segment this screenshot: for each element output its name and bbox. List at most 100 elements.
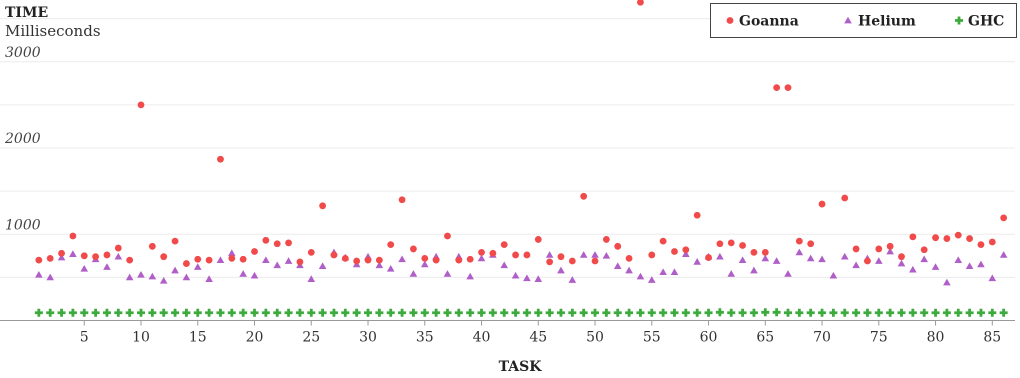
helium-point [148, 272, 157, 280]
helium-point [57, 253, 66, 261]
helium-point [909, 265, 917, 273]
helium-point [125, 273, 134, 281]
ghc-point [897, 308, 906, 317]
goanna-point [217, 155, 224, 163]
ghc-point [398, 308, 407, 317]
ghc-point [772, 308, 781, 317]
goanna-point [421, 255, 429, 262]
goanna-point [705, 254, 712, 261]
ghc-point [114, 308, 123, 317]
helium-point [965, 262, 974, 270]
goanna-point [137, 101, 145, 109]
x-tick-label: 20 [246, 330, 264, 346]
helium-point [273, 261, 282, 269]
goanna-point [489, 249, 497, 257]
goanna-point [273, 240, 281, 248]
goanna-point [364, 256, 372, 264]
helium-point [568, 276, 577, 283]
ghc-point [738, 308, 747, 317]
ghc-point [511, 308, 520, 317]
goanna-point [920, 246, 928, 254]
helium-point [239, 270, 247, 277]
x-tick-label: 85 [983, 330, 1001, 346]
helium-point [386, 264, 395, 272]
goanna-point [126, 256, 134, 264]
goanna-point [455, 256, 463, 264]
ghc-point [432, 308, 441, 317]
ghc-point [602, 308, 611, 317]
helium-point [682, 250, 690, 257]
goanna-point [954, 231, 962, 239]
helium-point [818, 255, 826, 263]
helium-point [636, 272, 645, 280]
helium-point [307, 275, 316, 282]
goanna-point [307, 248, 315, 256]
goanna-point [659, 237, 667, 245]
helium-point [216, 256, 225, 263]
goanna-point [296, 258, 304, 266]
ghc-point [976, 308, 985, 317]
goanna-point [875, 245, 883, 253]
goanna-point [727, 239, 735, 247]
goanna-point [818, 200, 826, 208]
ghc-point [681, 308, 690, 317]
helium-point [772, 257, 781, 264]
goanna-point [160, 253, 168, 261]
x-tick-label: 5 [80, 330, 89, 346]
goanna-point [784, 84, 792, 92]
goanna-point [410, 245, 417, 253]
helium-point [557, 266, 565, 274]
ghc-point [239, 308, 248, 317]
goanna-point [750, 248, 758, 256]
helium-point [511, 271, 520, 279]
goanna-point [557, 253, 565, 261]
y-axis-ticks: 1000 2000 3000 [4, 45, 41, 234]
ghc-point [46, 308, 55, 317]
helium-point [228, 249, 236, 257]
helium-point [443, 270, 452, 277]
helium-point [318, 262, 327, 270]
helium-legend-icon [844, 16, 852, 24]
helium-point [647, 276, 656, 283]
goanna-point [546, 258, 554, 266]
helium-point [103, 263, 111, 270]
helium-point [35, 270, 43, 278]
goanna-legend-icon [726, 17, 734, 24]
goanna-point [773, 84, 781, 92]
gridlines [0, 18, 1015, 278]
goanna-point [228, 255, 236, 262]
ghc-point [409, 308, 418, 317]
goanna-point [591, 257, 599, 265]
helium-point [795, 248, 804, 256]
ghc-point [545, 308, 554, 317]
goanna-point [682, 246, 690, 254]
ghc-point [57, 308, 66, 317]
ghc-point [80, 308, 89, 317]
goanna-point [761, 248, 769, 256]
goanna-point [478, 248, 485, 256]
goanna-point [92, 253, 100, 261]
helium-point [477, 254, 486, 262]
ghc-point [783, 308, 792, 317]
helium-point [931, 263, 940, 270]
helium-point [420, 260, 429, 268]
ghc-point [568, 308, 577, 317]
chart-title: TIME [5, 5, 48, 21]
goanna-point [739, 242, 746, 249]
x-tick-label: 45 [529, 330, 547, 346]
helium-point [114, 252, 123, 260]
ghc-point [148, 308, 157, 317]
helium-point [579, 251, 588, 258]
ghc-point [420, 308, 429, 317]
helium-point [193, 263, 202, 270]
goanna-point [432, 256, 440, 264]
ghc-point [942, 308, 951, 317]
goanna-point [80, 252, 88, 260]
goanna-point [580, 192, 588, 200]
helium-point [602, 252, 611, 259]
helium-point [852, 261, 860, 269]
goanna-point [841, 194, 849, 202]
ghc-point [159, 308, 168, 317]
ghc-point [988, 308, 997, 317]
